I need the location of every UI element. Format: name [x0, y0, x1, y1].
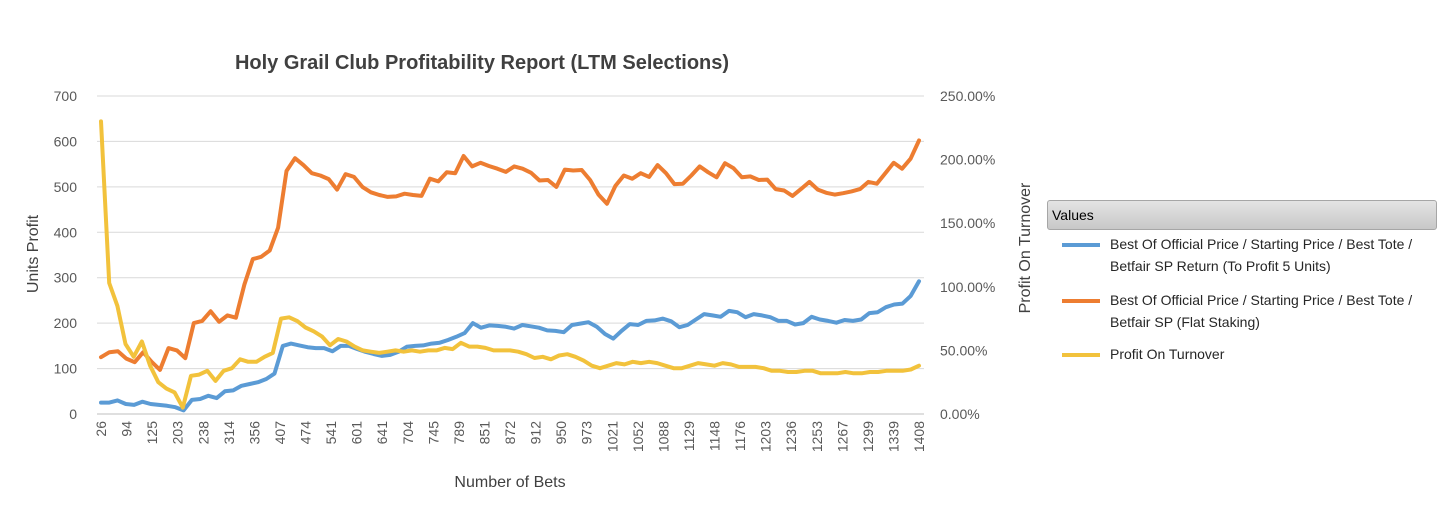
x-tick-label: 356	[246, 421, 262, 445]
x-tick-label: 1253	[809, 421, 825, 452]
series-line-1	[99, 279, 921, 413]
x-tick-label: 1021	[604, 421, 620, 452]
y2-tick-label: 200.00%	[940, 152, 995, 168]
x-tick-label: 1129	[681, 421, 697, 451]
x-tick-label: 1267	[834, 421, 850, 452]
x-tick-label: 950	[553, 421, 569, 445]
x-tick-label: 125	[144, 421, 160, 445]
y-tick-label: 500	[54, 179, 78, 195]
y-tick-label: 400	[54, 224, 78, 240]
left-axis-ticks: 0 100 200 300 400 500 600 700	[54, 88, 78, 422]
y2-axis-title: Profit On Turnover	[1017, 182, 1034, 313]
x-tick-label: 314	[221, 421, 237, 445]
legend-swatch-blue	[1062, 243, 1100, 247]
y-tick-label: 600	[54, 133, 78, 149]
y2-tick-label: 250.00%	[940, 88, 995, 104]
x-tick-label: 26	[93, 421, 109, 437]
x-tick-label: 704	[400, 421, 416, 445]
x-tick-label: 474	[298, 421, 314, 445]
x-tick-label: 973	[579, 421, 595, 445]
x-tick-label: 1088	[655, 421, 671, 452]
legend-swatch-orange	[1062, 299, 1100, 303]
y-tick-label: 300	[54, 270, 78, 286]
x-tick-label: 745	[425, 421, 441, 445]
series-line-2	[99, 138, 921, 372]
x-tick-label: 641	[374, 421, 390, 445]
right-axis-ticks: 0.00% 50.00% 100.00% 150.00% 200.00% 250.00%	[940, 88, 995, 422]
x-tick-label: 1408	[911, 421, 927, 452]
x-tick-label: 1148	[707, 421, 723, 451]
y-tick-label: 100	[54, 361, 78, 377]
legend-header[interactable]: Values	[1047, 200, 1437, 230]
x-tick-label: 872	[502, 421, 518, 445]
y2-tick-label: 50.00%	[940, 342, 987, 358]
chart-title: Holy Grail Club Profitability Report (LT…	[235, 52, 729, 74]
x-tick-label: 1203	[758, 421, 774, 452]
x-tick-label: 94	[119, 421, 135, 437]
y-axis-title: Units Profit	[25, 214, 42, 293]
legend-label: Profit On Turnover	[1110, 346, 1225, 362]
legend-label: Best Of Official Price / Starting Price …	[1110, 236, 1413, 274]
x-tick-label: 1052	[630, 421, 646, 452]
y-tick-label: 700	[54, 88, 78, 104]
x-tick-label: 601	[349, 421, 365, 445]
x-axis-ticks: 26 94 125 203 238 314 356 407 474 541 601 641 704 745…	[93, 421, 927, 452]
x-tick-label: 238	[195, 421, 211, 445]
x-tick-label: 912	[528, 421, 544, 445]
y-tick-label: 0	[69, 406, 77, 422]
legend-label: Best Of Official Price / Starting Price …	[1110, 292, 1413, 330]
series-lines	[99, 119, 921, 413]
series-line-3	[99, 119, 921, 410]
x-axis-title: Number of Bets	[454, 474, 565, 491]
x-tick-label: 203	[170, 421, 186, 445]
x-tick-label: 1339	[885, 421, 901, 452]
y2-tick-label: 150.00%	[940, 215, 995, 231]
x-tick-label: 789	[451, 421, 467, 445]
x-tick-label: 1176	[732, 421, 748, 451]
y2-tick-label: 0.00%	[940, 406, 980, 422]
legend-title: Values	[1052, 207, 1094, 223]
x-tick-label: 1236	[783, 421, 799, 452]
legend-swatch-yellow	[1062, 353, 1100, 357]
x-tick-label: 407	[272, 421, 288, 445]
gridlines	[97, 95, 924, 415]
y2-tick-label: 100.00%	[940, 279, 995, 295]
x-tick-label: 1299	[860, 421, 876, 452]
x-tick-label: 541	[323, 421, 339, 445]
x-tick-label: 851	[476, 421, 492, 445]
y-tick-label: 200	[54, 315, 78, 331]
